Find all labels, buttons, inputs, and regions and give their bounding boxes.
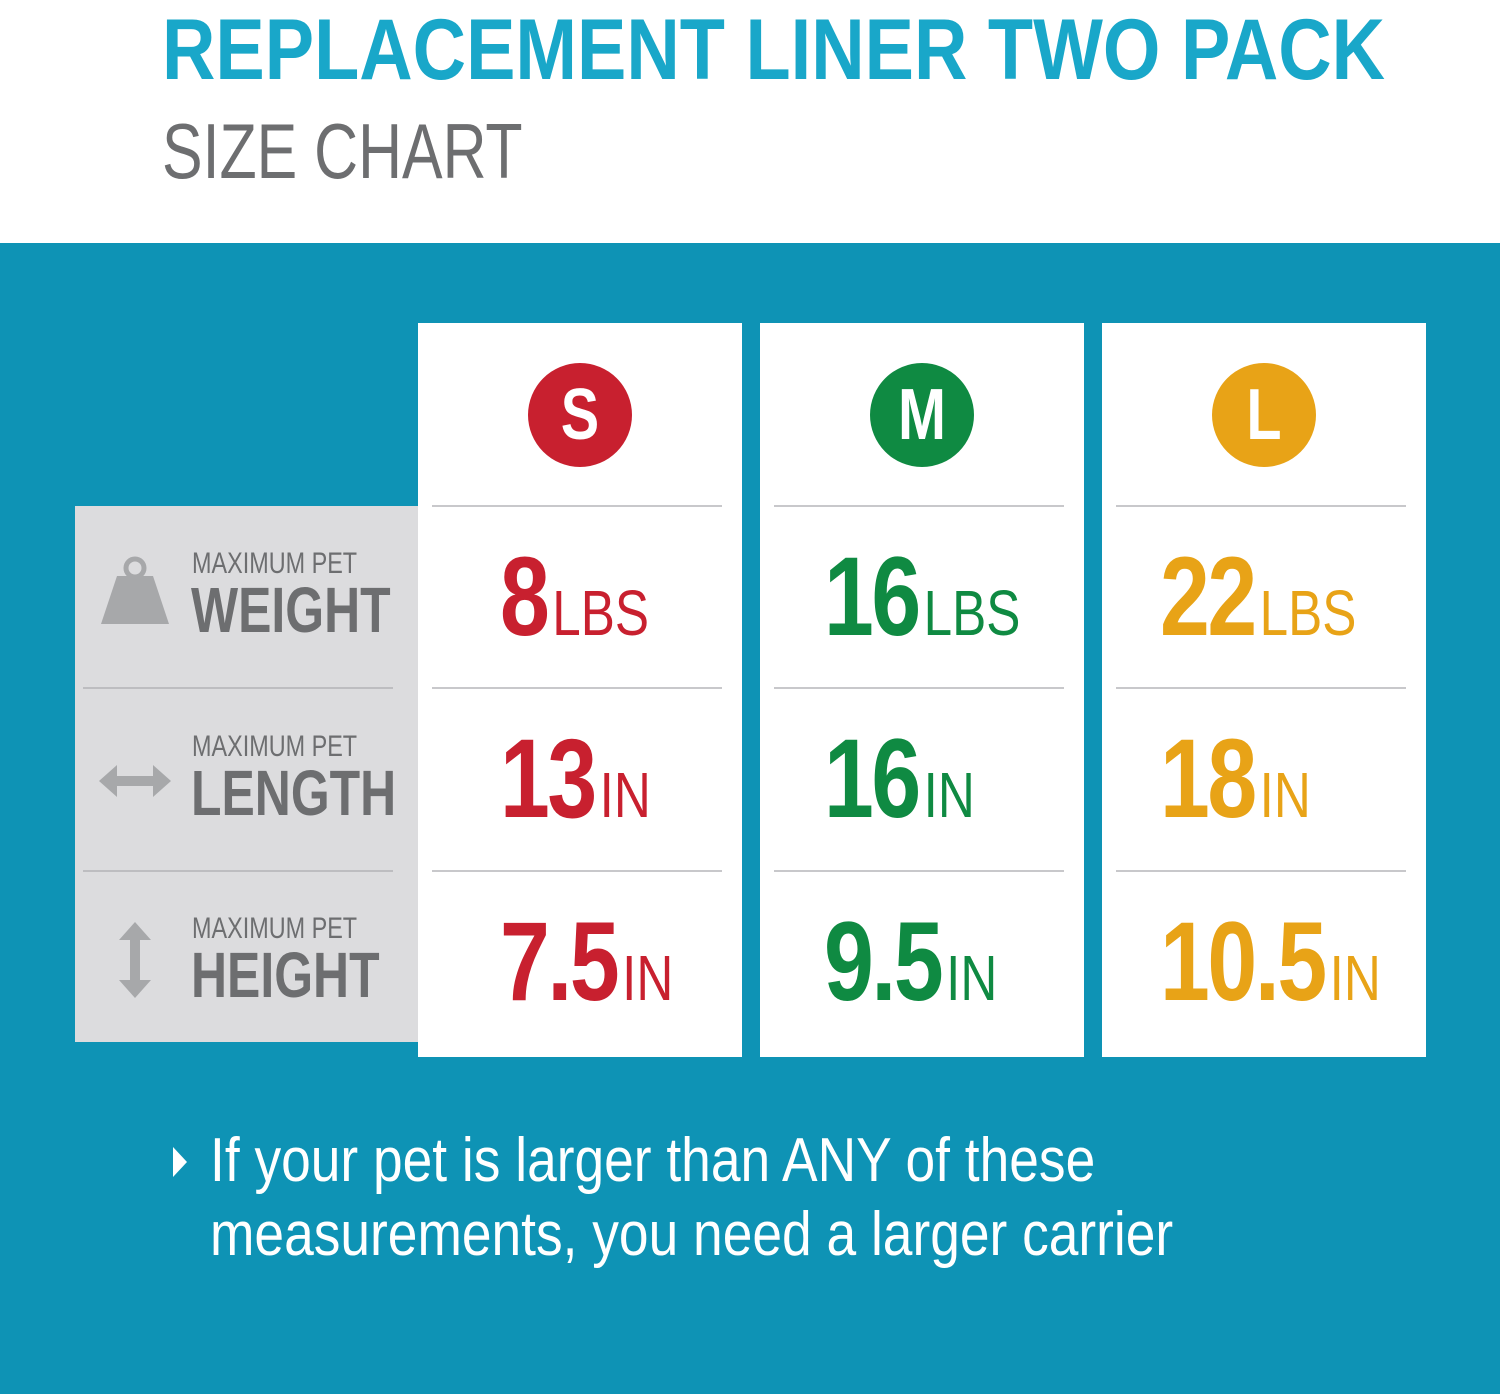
row-label-small: MAXIMUM PET bbox=[192, 547, 358, 580]
value-cell-height: 10.5IN bbox=[1102, 871, 1426, 1053]
value-unit: IN bbox=[1329, 942, 1381, 1014]
triangle-bullet-icon bbox=[173, 1147, 187, 1177]
row-divider bbox=[83, 687, 393, 689]
size-note: If your pet is larger than ANY of these … bbox=[210, 1124, 1242, 1272]
cell-divider bbox=[774, 687, 1064, 689]
value-number: 18 bbox=[1160, 716, 1257, 841]
cell-divider bbox=[432, 687, 722, 689]
value-number: 9.5 bbox=[824, 899, 944, 1024]
row-label-weight: MAXIMUM PET WEIGHT bbox=[75, 506, 418, 688]
value-unit: IN bbox=[946, 942, 998, 1014]
cell-divider bbox=[432, 870, 722, 872]
row-divider bbox=[83, 870, 393, 872]
value-unit: IN bbox=[622, 942, 674, 1014]
row-label-height: MAXIMUM PET HEIGHT bbox=[75, 870, 418, 1052]
note-line-2: measurements, you need a larger carrier bbox=[210, 1200, 1174, 1269]
value-number: 16 bbox=[824, 534, 921, 659]
note-line-1: If your pet is larger than ANY of these bbox=[210, 1126, 1096, 1195]
value-unit: LBS bbox=[1259, 577, 1357, 649]
value-unit: LBS bbox=[552, 577, 650, 649]
value-number: 10.5 bbox=[1160, 899, 1327, 1024]
value-cell-length: 13IN bbox=[418, 688, 742, 870]
value-number: 8 bbox=[500, 534, 550, 659]
cell-divider bbox=[432, 505, 722, 507]
value-unit: IN bbox=[599, 759, 651, 831]
value-cell-weight: 8LBS bbox=[418, 506, 742, 688]
size-column-small: S 8LBS 13IN 7.5IN bbox=[418, 323, 742, 1057]
size-column-large: L 22LBS 18IN 10.5IN bbox=[1102, 323, 1426, 1057]
value-cell-weight: 16LBS bbox=[760, 506, 1084, 688]
value-number: 16 bbox=[824, 716, 921, 841]
size-badge-l: L bbox=[1212, 363, 1316, 467]
weight-icon bbox=[101, 556, 169, 624]
page-subtitle: SIZE CHART bbox=[162, 107, 523, 195]
size-badge-m: M bbox=[870, 363, 974, 467]
row-label-big: HEIGHT bbox=[191, 939, 380, 1011]
value-number: 7.5 bbox=[500, 899, 620, 1024]
cell-divider bbox=[1116, 687, 1406, 689]
row-label-big: LENGTH bbox=[191, 757, 397, 829]
value-cell-weight: 22LBS bbox=[1102, 506, 1426, 688]
value-unit: LBS bbox=[923, 577, 1021, 649]
size-badge-s: S bbox=[528, 363, 632, 467]
row-label-small: MAXIMUM PET bbox=[192, 912, 358, 945]
cell-divider bbox=[774, 870, 1064, 872]
value-unit: IN bbox=[1259, 759, 1311, 831]
row-label-length: MAXIMUM PET LENGTH bbox=[75, 688, 418, 870]
cell-divider bbox=[1116, 870, 1406, 872]
value-cell-length: 16IN bbox=[760, 688, 1084, 870]
vertical-arrow-icon bbox=[119, 922, 151, 998]
value-number: 22 bbox=[1160, 534, 1257, 659]
value-cell-height: 7.5IN bbox=[418, 871, 742, 1053]
header: REPLACEMENT LINER TWO PACK SIZE CHART bbox=[0, 0, 1500, 243]
cell-divider bbox=[1116, 505, 1406, 507]
row-labels: MAXIMUM PET WEIGHT MAXIMUM PET LENGTH MA… bbox=[75, 506, 418, 1042]
row-label-big: WEIGHT bbox=[191, 574, 391, 646]
value-number: 13 bbox=[500, 716, 597, 841]
page-title: REPLACEMENT LINER TWO PACK bbox=[162, 2, 1386, 98]
cell-divider bbox=[774, 505, 1064, 507]
row-label-small: MAXIMUM PET bbox=[192, 730, 358, 763]
value-cell-length: 18IN bbox=[1102, 688, 1426, 870]
value-unit: IN bbox=[923, 759, 975, 831]
value-cell-height: 9.5IN bbox=[760, 871, 1084, 1053]
size-column-medium: M 16LBS 16IN 9.5IN bbox=[760, 323, 1084, 1057]
horizontal-arrow-icon bbox=[99, 765, 171, 797]
